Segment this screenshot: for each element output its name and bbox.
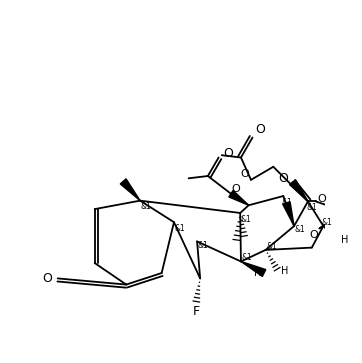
Polygon shape — [241, 261, 266, 277]
Text: &1: &1 — [282, 198, 292, 207]
Polygon shape — [120, 179, 140, 201]
Text: &1: &1 — [198, 241, 209, 250]
Polygon shape — [290, 180, 308, 201]
Text: &1: &1 — [295, 225, 306, 234]
Text: O: O — [231, 184, 240, 194]
Text: &1: &1 — [175, 224, 185, 233]
Polygon shape — [229, 191, 249, 205]
Text: O: O — [255, 123, 265, 136]
Text: &1: &1 — [141, 202, 152, 211]
Text: H: H — [281, 266, 289, 277]
Text: F: F — [193, 305, 200, 318]
Polygon shape — [283, 202, 294, 226]
Text: O: O — [240, 169, 249, 179]
Text: O: O — [278, 172, 288, 185]
Text: H: H — [341, 235, 349, 245]
Text: &1: &1 — [242, 253, 253, 262]
Text: O: O — [309, 229, 318, 240]
Text: O: O — [223, 147, 233, 160]
Text: &1: &1 — [322, 218, 333, 227]
Text: O: O — [317, 194, 326, 204]
Text: O: O — [42, 272, 52, 285]
Text: H: H — [254, 268, 262, 278]
Polygon shape — [323, 226, 339, 240]
Text: &1: &1 — [266, 241, 277, 250]
Text: &1: &1 — [306, 203, 317, 212]
Text: &1: &1 — [241, 215, 252, 224]
